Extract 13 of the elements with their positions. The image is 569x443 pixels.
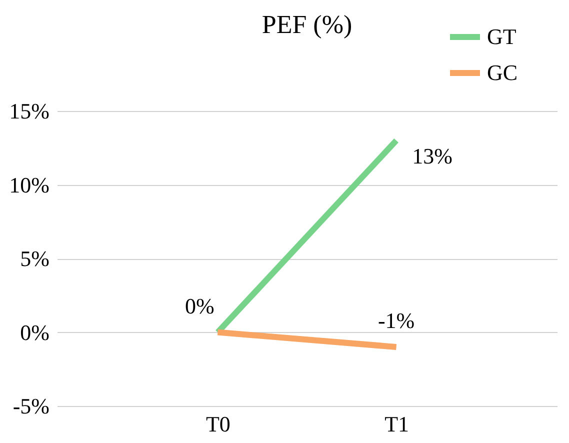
x-tick-label: T1	[384, 412, 410, 436]
data-label: 13%	[412, 144, 452, 168]
y-tick-label: 10%	[9, 172, 50, 198]
y-tick-label: -5%	[12, 394, 50, 418]
y-tick-label: 0%	[20, 320, 50, 345]
data-label: 0%	[185, 293, 214, 318]
x-tick-label: T0	[206, 412, 230, 436]
y-tick-label: 15%	[9, 98, 50, 124]
chart-title: PEF (%)	[262, 10, 352, 39]
data-label: -1%	[378, 308, 415, 333]
y-tick-label: 5%	[20, 246, 50, 271]
legend-label: GT	[487, 24, 517, 49]
legend-label: GC	[487, 60, 518, 85]
